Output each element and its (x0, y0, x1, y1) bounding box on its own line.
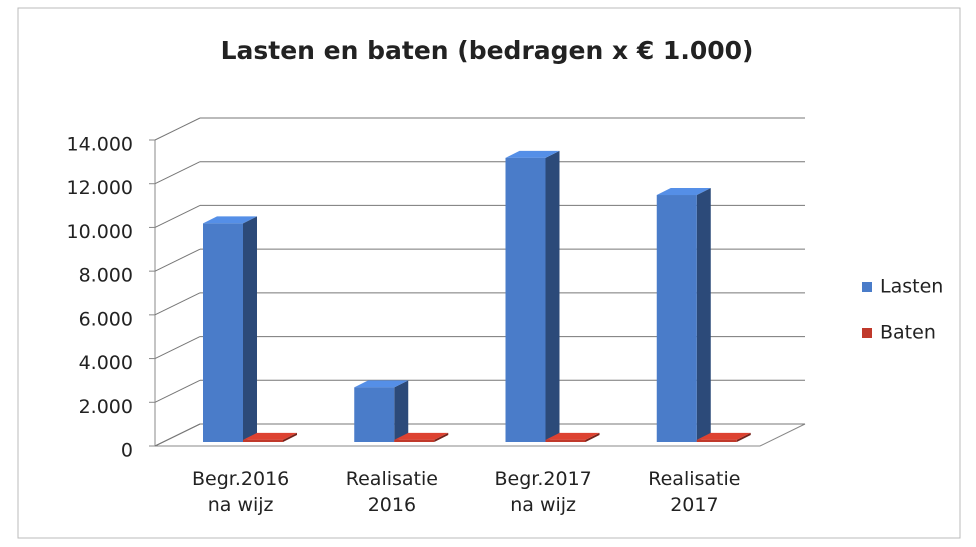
grid-line (154, 161, 201, 185)
bar-front (656, 195, 697, 442)
bar (394, 432, 449, 442)
chart-title: Lasten en baten (bedragen x € 1.000) (221, 36, 754, 65)
bar-front (394, 439, 435, 442)
bar-top (696, 432, 751, 440)
y-tick-label: 6.000 (79, 308, 133, 330)
bar-side (736, 432, 751, 442)
bar-front (354, 387, 395, 442)
bar-front (203, 223, 243, 442)
bar-top (656, 188, 711, 196)
bar-side (394, 380, 409, 442)
chart-border (17, 7, 961, 539)
bar-front (505, 157, 546, 442)
legend-label: Lasten (880, 276, 943, 298)
y-tick-label: 12.000 (67, 177, 133, 199)
grid-line (154, 292, 201, 316)
grid-line (154, 117, 201, 141)
y-tick-label: 8.000 (79, 265, 133, 287)
bar-front (696, 439, 737, 442)
bar-side (585, 432, 600, 442)
grid-line (154, 336, 201, 360)
bar (696, 432, 751, 442)
bar-top (243, 432, 297, 440)
bar-side (434, 432, 449, 442)
bar-side (696, 188, 711, 442)
y-tick-label: 14.000 (67, 134, 133, 156)
bar (243, 432, 297, 442)
bar-top (354, 380, 409, 388)
bar (545, 432, 600, 442)
y-tick-label: 10.000 (67, 221, 133, 243)
grid-line (154, 379, 201, 403)
grid-line (154, 423, 201, 447)
bar-side (243, 216, 257, 442)
bar-side (545, 150, 560, 442)
x-tick-label: Realisatie 2016 (345, 468, 438, 516)
bar-side (283, 432, 297, 442)
bar-front (243, 439, 283, 442)
bar-top (203, 216, 257, 224)
y-tick-label: 0 (121, 440, 133, 462)
bar (354, 380, 409, 442)
x-tick-label: Begr.2017 na wijz (494, 468, 592, 516)
bar (656, 188, 711, 442)
x-tick-label: Begr.2016 na wijz (192, 468, 290, 516)
x-tick-label: Realisatie 2017 (648, 468, 741, 516)
legend-swatch (862, 328, 872, 338)
legend-swatch (862, 282, 872, 292)
y-tick-label: 4.000 (79, 352, 133, 374)
y-tick-label: 2.000 (79, 396, 133, 418)
bar-top (394, 432, 449, 440)
bar-front (545, 439, 586, 442)
bar-top (505, 150, 560, 158)
bar (203, 216, 257, 442)
bar (505, 150, 560, 442)
legend-label: Baten (880, 322, 936, 344)
grid-line (154, 248, 201, 272)
grid-line (154, 204, 201, 228)
bar-top (545, 432, 600, 440)
